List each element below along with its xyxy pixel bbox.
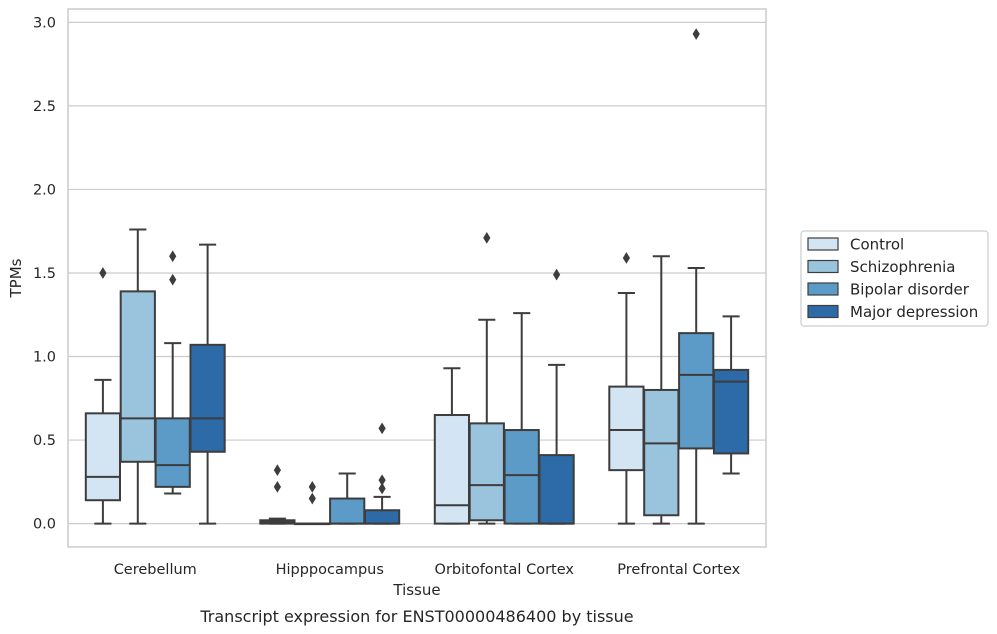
box-body bbox=[608, 385, 645, 472]
box bbox=[189, 243, 226, 525]
y-tick-label: 1.0 bbox=[33, 350, 56, 366]
outlier-point bbox=[692, 28, 700, 40]
box bbox=[433, 367, 471, 525]
legend-label: Schizophrenia bbox=[850, 258, 955, 276]
y-tick-label: 2.5 bbox=[33, 99, 56, 115]
outlier-point bbox=[99, 267, 107, 279]
box-body bbox=[329, 497, 366, 525]
series-schizophrenia bbox=[119, 228, 680, 526]
box-body bbox=[468, 422, 505, 522]
box-body bbox=[154, 417, 191, 488]
y-tick-label: 3.0 bbox=[33, 15, 56, 31]
box-body bbox=[119, 290, 156, 463]
y-tick-label: 0.5 bbox=[33, 433, 56, 449]
y-axis-title: TPMs bbox=[7, 258, 25, 298]
outlier-point bbox=[553, 268, 561, 281]
x-tick-label: Hipppocampus bbox=[276, 562, 384, 578]
outlier-point bbox=[308, 481, 316, 493]
legend: Control Schizophrenia Bipolar disorder Majo… bbox=[800, 230, 989, 327]
box bbox=[503, 312, 540, 525]
outlier-point bbox=[169, 273, 177, 286]
box-body bbox=[643, 388, 680, 517]
box-body bbox=[84, 412, 122, 502]
series-control bbox=[84, 252, 645, 525]
legend-label: Control bbox=[850, 236, 904, 254]
legend-label: Bipolar disorder bbox=[850, 281, 970, 299]
legend-swatch bbox=[807, 259, 839, 274]
box-body bbox=[712, 368, 750, 455]
legend-swatch bbox=[807, 282, 839, 296]
x-tick-label: Cerebellum bbox=[114, 562, 197, 578]
outlier-point bbox=[273, 464, 281, 476]
x-tick-labels: Cerebellum Hipppocampus Orbitofontal Corte… bbox=[114, 562, 741, 578]
box bbox=[712, 315, 750, 475]
box-body bbox=[433, 414, 471, 525]
box bbox=[643, 255, 680, 525]
outlier-point bbox=[483, 232, 491, 244]
outlier-point bbox=[378, 422, 386, 435]
y-tick-label: 0.0 bbox=[33, 517, 56, 533]
box-body bbox=[678, 332, 715, 450]
legend-label: Major depression bbox=[850, 303, 978, 321]
y-tick-label: 2.0 bbox=[33, 182, 56, 198]
box bbox=[608, 252, 645, 525]
box-body bbox=[503, 429, 540, 525]
outlier-point bbox=[169, 250, 177, 263]
legend-frame bbox=[800, 230, 989, 327]
y-tick-label: 1.5 bbox=[33, 266, 56, 282]
box-body bbox=[189, 343, 226, 453]
outlier-point bbox=[622, 252, 630, 264]
box-series bbox=[84, 28, 750, 526]
box-body bbox=[538, 454, 575, 525]
box bbox=[154, 250, 191, 495]
box-body bbox=[363, 509, 401, 525]
x-tick-label: Prefrontal Cortex bbox=[617, 562, 740, 578]
y-tick-labels: 0.0 0.5 1.0 1.5 2.0 2.5 3.0 bbox=[33, 15, 56, 532]
x-tick-label: Orbitofontal Cortex bbox=[435, 562, 575, 578]
box bbox=[259, 464, 296, 525]
series-bipolar-disorder bbox=[154, 28, 715, 525]
box bbox=[119, 228, 156, 525]
box bbox=[678, 28, 715, 525]
box bbox=[84, 267, 122, 525]
chart-caption: Transcript expression for ENST0000048640… bbox=[199, 607, 633, 626]
box bbox=[468, 232, 505, 525]
legend-swatch bbox=[807, 237, 839, 251]
series-major-depression bbox=[189, 243, 750, 525]
x-axis-title: Tissue bbox=[392, 581, 440, 599]
outlier-point bbox=[273, 481, 281, 493]
legend-swatch bbox=[807, 304, 839, 319]
box bbox=[538, 268, 575, 525]
box bbox=[363, 422, 401, 525]
outlier-point bbox=[378, 474, 386, 487]
outlier-point bbox=[308, 492, 316, 505]
outlier-point bbox=[378, 482, 386, 495]
